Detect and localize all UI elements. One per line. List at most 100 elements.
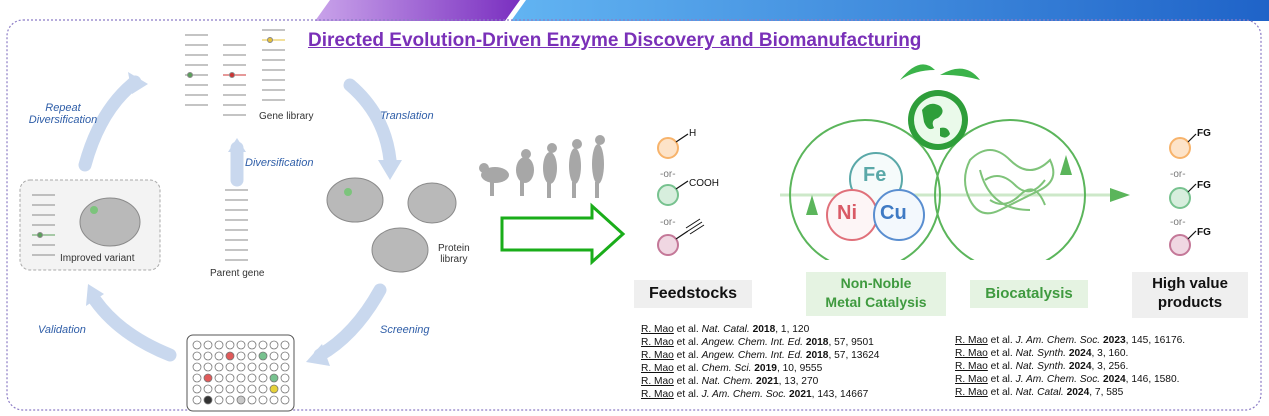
plate-well xyxy=(236,362,246,372)
plate-well xyxy=(225,395,235,405)
gene-library-label: Gene library xyxy=(259,111,314,122)
plate-well xyxy=(203,351,213,361)
plate-well xyxy=(269,340,279,350)
plate-well xyxy=(192,395,202,405)
plate-well xyxy=(192,362,202,372)
plate-well xyxy=(247,395,257,405)
plate-well xyxy=(203,340,213,350)
plate-well xyxy=(192,340,202,350)
plate-well xyxy=(247,351,257,361)
plate-well xyxy=(236,351,246,361)
plate-well xyxy=(258,340,268,350)
plate-well xyxy=(269,384,279,394)
evolution-cycle xyxy=(19,29,457,412)
plate-well xyxy=(236,340,246,350)
screening-plate xyxy=(186,334,295,412)
fg-label-3: FG xyxy=(1197,227,1211,238)
plate-well xyxy=(214,351,224,361)
reference-line: R. Mao et al. Angew. Chem. Int. Ed. 2018… xyxy=(641,350,880,362)
plate-well xyxy=(236,395,246,405)
or-label-2: -or- xyxy=(660,217,676,228)
plate-well xyxy=(280,384,290,394)
plate-well xyxy=(214,395,224,405)
plate-well xyxy=(258,351,268,361)
validation-label: Validation xyxy=(38,324,86,336)
improved-variant-dna xyxy=(32,194,55,256)
cu-circle xyxy=(873,189,925,241)
reference-line: R. Mao et al. J. Am. Chem. Soc. 2021, 14… xyxy=(641,389,869,401)
fg-label-1: FG xyxy=(1197,128,1211,139)
parent-gene-dna xyxy=(225,189,248,261)
validation-arrow xyxy=(88,293,177,362)
plate-well xyxy=(203,362,213,372)
translation-arrow xyxy=(343,78,397,167)
plate-well xyxy=(258,362,268,372)
evolution-figures xyxy=(479,135,626,266)
improved-variant-label: Improved variant xyxy=(60,253,135,264)
gene-library-dna xyxy=(185,29,285,116)
screening-label: Screening xyxy=(380,324,430,336)
biocatalysis-label: Biocatalysis xyxy=(970,280,1088,308)
plate-well xyxy=(280,340,290,350)
reference-line: R. Mao et al. J. Am. Chem. Soc. 2023, 14… xyxy=(955,335,1186,346)
plate-well xyxy=(214,373,224,383)
plate-well xyxy=(214,362,224,372)
plate-well xyxy=(203,384,213,394)
high-value-products-label: High value products xyxy=(1132,272,1248,318)
plate-well xyxy=(225,373,235,383)
diversification-label: Diversification xyxy=(245,157,314,169)
references-right: R. Mao et al. J. Am. Chem. Soc. 2023, 14… xyxy=(955,334,1185,399)
reference-line: R. Mao et al. Nat. Catal. 2024, 7, 585 xyxy=(955,387,1124,399)
plate-well xyxy=(258,395,268,405)
plate-well xyxy=(280,395,290,405)
product-or-2: -or- xyxy=(1170,217,1186,228)
plate-well xyxy=(225,362,235,372)
plate-well xyxy=(214,384,224,394)
fg-label-2: FG xyxy=(1197,180,1211,191)
feedstocks-label: Feedstocks xyxy=(634,280,752,308)
plate-well xyxy=(280,373,290,383)
repeat-diversification-label: Repeat Diversification xyxy=(28,102,98,126)
reference-line: R. Mao et al. Nat. Chem. 2021, 13, 270 xyxy=(641,376,819,388)
big-green-arrow xyxy=(500,202,626,266)
or-label-1: -or- xyxy=(660,169,676,180)
plate-well xyxy=(236,384,246,394)
feedstock-molecules xyxy=(657,133,705,256)
reference-line: R. Mao et al. Nat. Synth. 2024, 3, 160. xyxy=(955,348,1129,360)
plate-well xyxy=(269,351,279,361)
repeat-arrow xyxy=(78,75,142,172)
earth-icon xyxy=(900,64,980,150)
h-label: H xyxy=(689,128,697,139)
cooh-label: COOH xyxy=(689,178,719,189)
plate-well xyxy=(247,373,257,383)
fe-label: Fe xyxy=(863,164,887,186)
plate-well xyxy=(269,362,279,372)
plate-well xyxy=(269,373,279,383)
enzyme-structure xyxy=(964,149,1055,215)
plate-well xyxy=(192,384,202,394)
plate-well xyxy=(258,373,268,383)
plate-well xyxy=(280,362,290,372)
plate-well xyxy=(258,384,268,394)
protein-structures xyxy=(79,177,457,273)
plate-well xyxy=(203,395,213,405)
references-left: R. Mao et al. Nat. Catal. 2018, 1, 120 R.… xyxy=(641,323,879,402)
plate-well xyxy=(214,340,224,350)
screening-arrow xyxy=(313,283,387,362)
reference-line: R. Mao et al. Nat. Synth. 2024, 3, 256. xyxy=(955,361,1129,373)
reference-line: R. Mao et al. Angew. Chem. Int. Ed. 2018… xyxy=(641,337,874,349)
protein-library-label: Protein library xyxy=(438,243,470,265)
reference-line: R. Mao et al. Chem. Sci. 2019, 10, 9555 xyxy=(641,363,823,375)
plate-well xyxy=(269,395,279,405)
plate-well xyxy=(247,384,257,394)
plate-well xyxy=(247,362,257,372)
plate-well xyxy=(225,384,235,394)
plate-well xyxy=(192,351,202,361)
plate-well xyxy=(225,351,235,361)
reference-line: R. Mao et al. J. Am. Chem. Soc. 2024, 14… xyxy=(955,374,1180,386)
non-noble-label: Non-Noble Metal Catalysis xyxy=(806,272,946,316)
ni-label: Ni xyxy=(837,202,857,224)
plate-well xyxy=(280,351,290,361)
plate-well xyxy=(236,373,246,383)
